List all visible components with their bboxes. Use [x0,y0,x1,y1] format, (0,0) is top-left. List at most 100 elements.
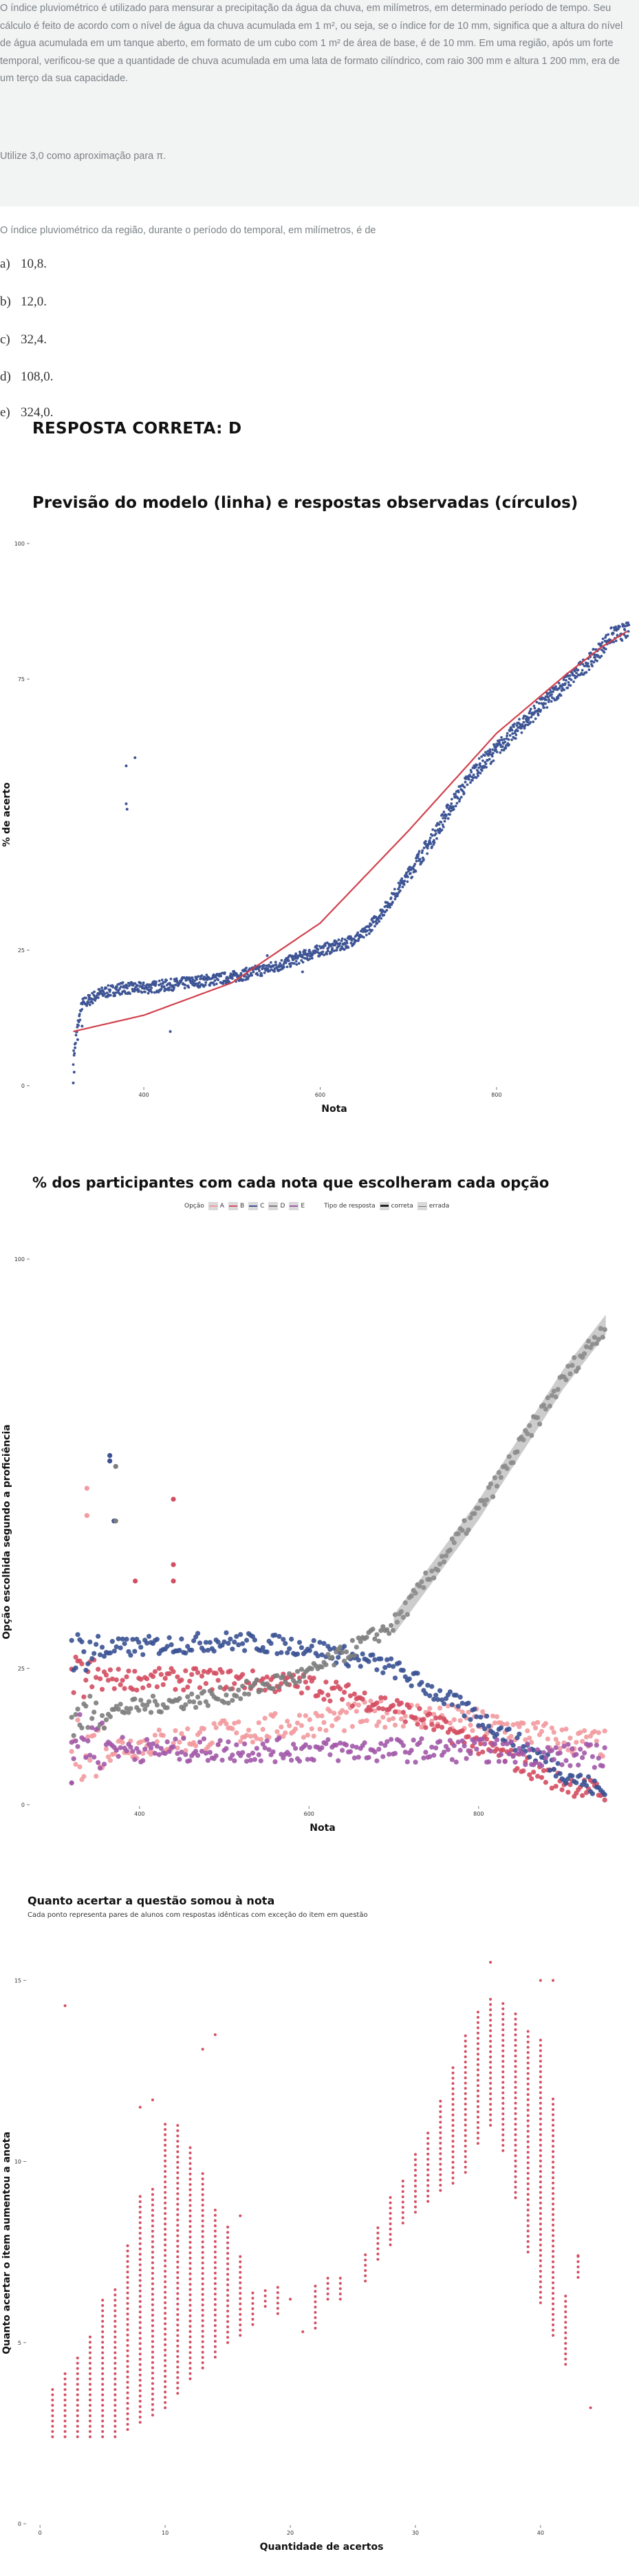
observed-point [155,980,158,983]
option-d-point [122,1710,127,1715]
option-d-point [154,1702,160,1708]
score-gain-point [213,2319,217,2322]
option-b[interactable]: b) 12,0. [0,294,47,310]
option-a-point [508,1733,514,1739]
score-gain-point [164,2248,167,2252]
score-gain-point [389,2201,392,2204]
score-gain-point [126,2291,129,2295]
option-d-point [185,1694,191,1699]
score-gain-point [188,2225,192,2229]
score-gain-point [213,2345,217,2348]
score-gain-point [188,2314,192,2317]
score-gain-point [151,2224,154,2228]
observed-point [495,751,499,753]
score-gain-point [239,2328,242,2332]
score-gain-point [539,2196,542,2200]
score-gain-point [176,2292,180,2295]
option-c-point [484,1713,490,1719]
option-c-point [427,1693,433,1699]
option-d-point [341,1658,347,1664]
option-e-point [376,1746,382,1752]
score-gain-point [426,2142,430,2145]
score-gain-point [451,2176,455,2180]
option-c[interactable]: c) 32,4. [0,332,47,347]
option-d-point [238,1696,243,1702]
chart3-subtitle: Cada ponto representa pares de alunos co… [28,1911,368,1919]
option-a-point [567,1735,573,1741]
observed-point [282,965,285,969]
option-d-point [152,1698,158,1704]
score-gain-point [101,2409,105,2412]
option-e[interactable]: e) 324,0. [0,405,54,420]
observed-point [343,948,346,951]
observed-point [380,912,383,915]
option-a-point [103,1746,109,1752]
score-gain-point [501,2128,505,2132]
score-gain-point [164,2328,167,2331]
observed-point [335,940,338,943]
option-d-point [69,1715,74,1720]
observed-point [325,952,329,956]
score-gain-point [301,2330,305,2333]
option-e-point [224,1746,229,1751]
score-gain-point [164,2159,167,2162]
option-e-point [404,1759,410,1765]
score-gain-point [113,2315,117,2318]
score-gain-point [164,2123,167,2126]
option-b-point [219,1670,225,1675]
option-key: b) [0,294,11,309]
option-b-point [433,1715,439,1721]
score-gain-point [213,2240,217,2243]
option-e-point [488,1748,494,1754]
observed-point [382,914,386,916]
score-gain-point [164,2312,167,2315]
score-gain-point [552,2181,555,2185]
observed-point [373,925,376,928]
option-e-point [85,1738,91,1743]
score-gain-point [201,2214,204,2218]
observed-point [133,756,137,760]
score-gain-point [226,2278,230,2282]
score-gain-point [176,2370,180,2374]
observed-point [529,720,532,724]
option-e-point [539,1763,545,1768]
score-gain-point [426,2158,430,2161]
option-a-point [75,1717,80,1723]
observed-point [601,637,605,641]
score-gain-point [176,2166,180,2169]
option-a[interactable]: a) 10,8. [0,257,47,272]
score-gain-point [526,2035,530,2039]
option-a-point [309,1726,314,1732]
score-gain-point [476,2058,479,2061]
chart2-legend: Opção A B C D E Tipo de resposta correta… [184,1202,449,1210]
score-gain-point [151,2229,154,2233]
option-a-point [285,1719,290,1724]
option-c-point [563,1781,569,1786]
score-gain-point [126,2401,129,2405]
option-b-point [429,1721,435,1727]
score-gain-point [364,2258,367,2262]
observed-point [524,723,528,727]
observed-point [345,939,348,943]
option-d-point [73,1712,78,1717]
option-c-point [311,1638,316,1644]
observed-point [356,931,360,934]
option-c-point [126,1649,131,1655]
score-gain-point [51,2435,54,2438]
observed-point [552,690,554,694]
option-b-point [111,1686,117,1691]
score-gain-point [539,2154,542,2158]
option-d[interactable]: d) 108,0. [0,369,54,385]
score-gain-point [63,2409,67,2412]
option-b-point [126,1668,131,1674]
score-gain-point [201,2240,204,2244]
option-b-point [427,1711,433,1717]
option-e-point [592,1765,598,1770]
score-gain-point [188,2262,192,2265]
option-d-point [203,1699,208,1704]
score-gain-point [176,2360,180,2363]
score-gain-point [564,2299,567,2303]
option-a-point [250,1739,256,1745]
option-a-point [160,1732,166,1738]
score-gain-point [501,2096,505,2100]
